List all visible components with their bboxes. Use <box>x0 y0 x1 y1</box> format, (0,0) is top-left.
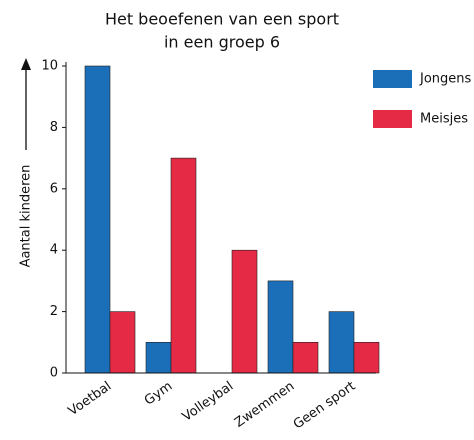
bar <box>353 341 380 374</box>
y-tick-label: 6 <box>50 181 58 196</box>
bar <box>170 157 197 374</box>
bar <box>145 341 172 374</box>
y-tick-label: 0 <box>50 366 58 381</box>
bar <box>328 311 355 374</box>
y-tick-label: 4 <box>50 243 58 258</box>
y-tick-label: 8 <box>50 120 58 135</box>
y-tick-label: 2 <box>50 304 58 319</box>
bar <box>231 249 258 374</box>
legend-swatch <box>373 110 412 128</box>
bar <box>292 341 319 374</box>
axis-arrow-head <box>21 58 31 70</box>
legend-label: Jongens <box>419 72 472 87</box>
x-tick-label: Volleybal <box>180 379 237 425</box>
bar <box>267 280 294 374</box>
chart-title: Het beoefenen van een sport <box>105 10 339 29</box>
x-tick-label: Geen sport <box>291 379 358 433</box>
x-tick-label: Voetbal <box>66 379 115 419</box>
bar <box>109 311 136 374</box>
chart-title: in een groep 6 <box>164 33 280 52</box>
y-tick-label: 10 <box>41 59 58 74</box>
y-axis-label: Aantal kinderen <box>19 165 34 268</box>
legend-label: Meisjes <box>420 112 468 127</box>
bar <box>84 65 111 374</box>
x-tick-label: Gym <box>142 379 176 409</box>
legend-swatch <box>373 70 412 88</box>
x-tick-label: Zwemmen <box>232 379 297 431</box>
